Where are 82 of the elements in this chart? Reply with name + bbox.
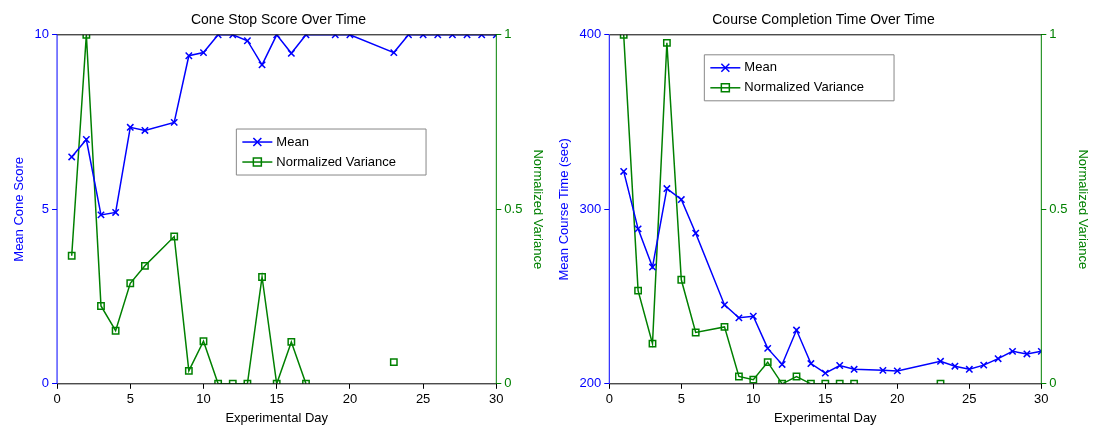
point (691, 328, 700, 337)
x-tick-label: 15 (818, 391, 833, 407)
point (97, 302, 105, 310)
point (634, 286, 643, 295)
point (67, 251, 76, 260)
x-axis-title: Experimental Day (774, 409, 878, 425)
legend-label: Mean (744, 59, 777, 75)
x-axis-title: Experimental Day (225, 409, 329, 425)
y-tick-label: 10 (34, 26, 50, 42)
point (749, 375, 758, 384)
point (67, 153, 76, 161)
x-tick-label: 5 (126, 391, 134, 407)
x-tick-label: 25 (962, 391, 977, 407)
legend-label: Normalized Variance (744, 79, 865, 95)
point (287, 49, 296, 58)
x-tick-label: 20 (890, 391, 905, 407)
y2-tick-label: 0 (1049, 375, 1057, 391)
y-tick-label: 5 (41, 200, 50, 216)
chart-title: Cone Stop Score Over Time (190, 11, 367, 28)
point (184, 366, 193, 375)
x-tick-label: 10 (746, 391, 761, 407)
point (1008, 347, 1017, 356)
point (1023, 350, 1031, 358)
y2-axis-title: Normalized Variance (1075, 149, 1091, 270)
x-tick-label: 10 (196, 391, 211, 407)
point (734, 313, 743, 322)
y-tick-label: 400 (579, 26, 602, 42)
x-tick-label: 25 (415, 391, 431, 407)
point (199, 48, 208, 57)
point (994, 354, 1003, 363)
y-tick-label: 0 (41, 375, 50, 391)
y2-tick-label: 1 (1049, 26, 1057, 42)
point (792, 326, 801, 334)
point (170, 232, 179, 241)
point (111, 208, 120, 217)
legend-label: Normalized Variance (276, 153, 397, 169)
point (662, 38, 671, 47)
point (893, 366, 902, 375)
point (734, 372, 743, 381)
x-tick-label: 5 (677, 391, 685, 407)
x-tick-label: 0 (605, 391, 613, 407)
x-tick-label: 30 (489, 391, 504, 407)
y-axis-title: Mean Cone Score (11, 156, 27, 262)
point (287, 337, 296, 346)
point (126, 123, 135, 132)
y2-tick-label: 0.5 (1049, 200, 1068, 216)
point (126, 279, 135, 288)
point (258, 60, 266, 69)
point (965, 365, 974, 374)
x-tick-label: 15 (269, 391, 284, 407)
chart-title: Course Completion Time Over Time (712, 11, 935, 28)
y2-tick-label: 1 (504, 26, 512, 42)
point (111, 326, 120, 335)
y-axis-title: Mean Course Time (sec) (556, 138, 572, 281)
x-tick-label: 30 (1034, 391, 1049, 407)
point (749, 312, 758, 321)
point (97, 210, 105, 219)
point (243, 36, 252, 45)
point (140, 126, 149, 135)
point (806, 359, 815, 368)
point (677, 275, 686, 284)
point (792, 372, 801, 381)
point (720, 300, 729, 309)
y-tick-label: 300 (579, 200, 602, 216)
point (720, 322, 729, 331)
y2-axis-title: Normalized Variance (530, 149, 546, 270)
point (389, 48, 398, 57)
legend-label: Mean (276, 133, 309, 149)
y2-tick-label: 0 (504, 375, 512, 391)
point (763, 358, 772, 367)
point (199, 337, 208, 346)
point (677, 195, 686, 204)
point (140, 261, 149, 270)
y-tick-label: 200 (579, 375, 602, 391)
x-tick-label: 20 (342, 391, 358, 407)
point (184, 51, 193, 60)
point (258, 273, 266, 281)
point (389, 358, 398, 367)
x-tick-label: 0 (53, 391, 61, 407)
point (648, 339, 657, 348)
y2-tick-label: 0.5 (504, 200, 523, 216)
point (170, 118, 179, 127)
